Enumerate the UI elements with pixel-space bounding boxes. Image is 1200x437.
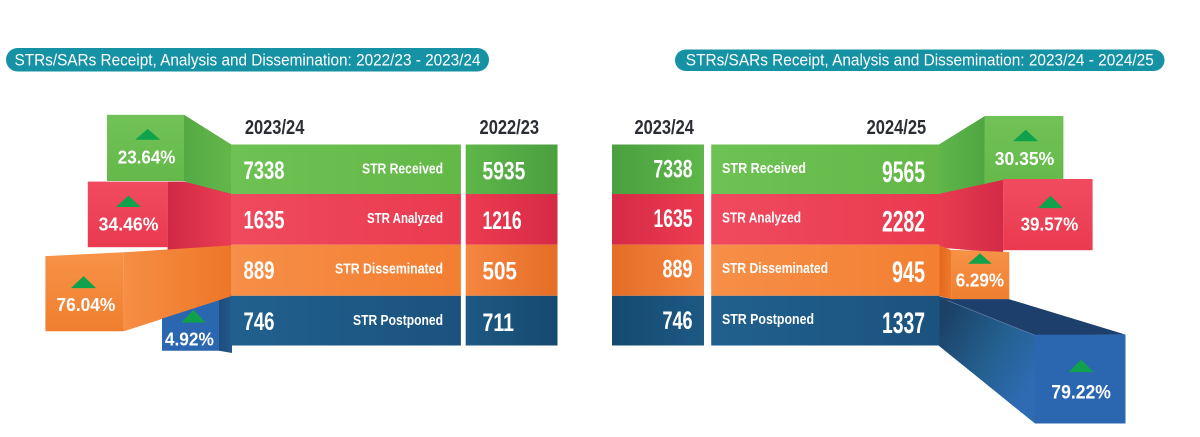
svg-text:889: 889 [663,256,693,284]
svg-text:34.46%: 34.46% [99,215,159,235]
svg-text:1635: 1635 [244,206,285,234]
svg-text:4.92%: 4.92% [165,330,214,350]
svg-text:STR Disseminated: STR Disseminated [722,260,828,277]
svg-text:STR Postponed: STR Postponed [353,312,443,329]
svg-text:1635: 1635 [654,205,693,233]
svg-text:746: 746 [663,307,693,335]
svg-text:79.22%: 79.22% [1051,382,1111,404]
svg-text:9565: 9565 [882,156,925,189]
svg-text:2022/23: 2022/23 [480,117,540,139]
svg-text:STR Received: STR Received [362,161,443,178]
svg-text:39.57%: 39.57% [1021,215,1079,235]
svg-text:1216: 1216 [483,207,522,235]
svg-text:5935: 5935 [483,158,526,186]
svg-text:2282: 2282 [882,205,925,238]
svg-text:76.04%: 76.04% [56,295,115,315]
svg-text:2023/24: 2023/24 [634,117,694,139]
svg-text:746: 746 [244,308,275,336]
svg-text:7338: 7338 [244,157,285,185]
svg-text:STR Postponed: STR Postponed [722,311,814,328]
svg-text:2024/25: 2024/25 [867,117,927,139]
svg-text:2023/24: 2023/24 [245,117,305,139]
svg-text:23.64%: 23.64% [118,148,176,168]
svg-text:STRs/SARs Receipt, Analysis an: STRs/SARs Receipt, Analysis and Dissemin… [686,51,1154,70]
svg-text:6.29%: 6.29% [956,270,1004,290]
svg-text:STR Analyzed: STR Analyzed [722,209,801,226]
svg-text:STR Disseminated: STR Disseminated [335,261,443,278]
svg-text:STRs/SARs Receipt, Analysis an: STRs/SARs Receipt, Analysis and Dissemin… [15,51,481,70]
svg-text:1337: 1337 [882,307,925,340]
svg-text:889: 889 [244,257,275,285]
svg-text:30.35%: 30.35% [995,149,1055,169]
svg-text:STR Analyzed: STR Analyzed [367,210,443,227]
svg-text:7338: 7338 [654,156,693,184]
svg-text:945: 945 [892,256,925,289]
svg-text:711: 711 [483,309,514,337]
svg-text:STR Received: STR Received [722,160,806,177]
svg-text:505: 505 [483,258,517,286]
